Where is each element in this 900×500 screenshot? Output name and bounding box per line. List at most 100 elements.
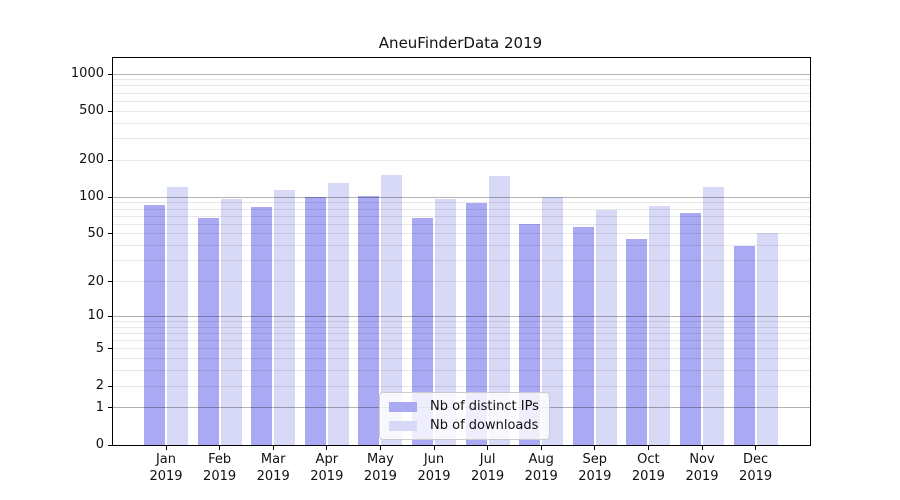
plot-area: 0 1 2 5 10 20 50 100 200 500 1000 Jan 2019 Feb 2019 Mar…	[71, 57, 811, 484]
x-label-year: 2019	[203, 469, 237, 484]
minor-gridline-6	[113, 340, 810, 341]
bar-may-ips	[358, 195, 380, 445]
y-tick-2	[108, 385, 113, 387]
bar-jan-ips	[144, 205, 165, 445]
y-tick-1000	[108, 73, 113, 75]
minor-gridline-80	[113, 208, 810, 210]
x-tick-may	[379, 445, 381, 450]
minor-gridline-90	[113, 202, 810, 204]
minor-gridline-9	[113, 320, 810, 322]
minor-gridline-300	[113, 138, 810, 140]
x-label-year: 2019	[417, 469, 451, 484]
legend-swatch-ips	[389, 401, 417, 412]
minor-gridline-50	[113, 233, 810, 235]
y-tick-500	[108, 110, 113, 112]
x-label-year: 2019	[524, 469, 558, 484]
x-label-year: 2019	[149, 469, 183, 484]
major-gridline-10	[113, 315, 810, 317]
minor-gridline-40	[113, 245, 810, 247]
bar-sep-ips	[572, 226, 594, 445]
bar-jun-downloads	[435, 198, 456, 445]
x-tick-label-jul: Jul 2019	[456, 451, 520, 485]
x-label-year: 2019	[685, 469, 719, 484]
y-tick-label-200: 200	[79, 152, 104, 168]
x-tick-label-apr: Apr 2019	[295, 451, 359, 485]
x-label-month: Mar	[260, 452, 286, 467]
legend-item-distinct-ips: Nb of distinct IPs	[389, 399, 539, 414]
bar-may-downloads	[381, 174, 403, 445]
major-gridline-100	[113, 196, 810, 198]
x-label-month: Sep	[582, 452, 608, 467]
y-tick-label-500: 500	[79, 103, 104, 119]
bar-mar-ips	[251, 207, 273, 445]
bar-nov-ips	[680, 213, 701, 445]
x-label-month: May	[366, 452, 394, 467]
x-label-year: 2019	[363, 469, 397, 484]
minor-gridline-7	[113, 332, 810, 334]
x-label-month: Jun	[423, 452, 445, 467]
legend: Nb of distinct IPs Nb of downloads	[379, 392, 550, 440]
x-label-year: 2019	[256, 469, 290, 484]
x-label-month: Jul	[479, 452, 496, 467]
y-tick-10	[108, 315, 113, 317]
x-tick-label-feb: Feb 2019	[188, 451, 252, 485]
x-tick-label-dec: Dec 2019	[724, 451, 788, 485]
x-label-month: Aug	[528, 452, 554, 467]
y-tick-label-10: 10	[87, 308, 104, 324]
bar-sep-downloads	[595, 209, 617, 445]
bar-feb-ips	[197, 218, 219, 445]
minor-gridline-2	[113, 385, 810, 387]
legend-item-downloads: Nb of downloads	[389, 418, 539, 433]
y-tick-20	[108, 281, 113, 282]
legend-label-ips: Nb of distinct IPs	[430, 399, 539, 414]
bar-dec-downloads	[756, 232, 778, 445]
gridlines-layer	[113, 58, 810, 445]
x-label-month: Dec	[743, 452, 769, 467]
x-tick-aug	[540, 445, 542, 450]
x-label-year: 2019	[631, 469, 665, 484]
y-tick-label-2: 2	[95, 378, 104, 393]
x-tick-label-sep: Sep 2019	[563, 451, 627, 485]
x-tick-nov	[701, 445, 703, 450]
x-label-month: Nov	[689, 452, 715, 467]
minor-gridline-900	[113, 79, 810, 81]
minor-gridline-700	[113, 92, 810, 94]
y-tick-label-50: 50	[87, 225, 104, 241]
minor-gridline-30	[113, 260, 810, 262]
bar-feb-downloads	[220, 198, 242, 445]
x-tick-label-may: May 2019	[348, 451, 412, 485]
bar-jul-ips	[465, 202, 487, 445]
minor-gridline-800	[113, 85, 810, 87]
x-tick-dec	[755, 445, 757, 450]
legend-label-downloads: Nb of downloads	[430, 418, 539, 433]
x-label-month: Apr	[315, 452, 339, 467]
x-tick-oct	[647, 445, 649, 450]
bar-oct-ips	[626, 239, 648, 445]
minor-gridline-400	[113, 122, 810, 124]
y-tick-50	[108, 233, 113, 235]
minor-gridline-4	[113, 358, 810, 360]
legend-swatch-downloads	[389, 420, 417, 431]
x-tick-label-nov: Nov 2019	[670, 451, 734, 485]
y-tick-200	[108, 159, 113, 161]
bar-nov-downloads	[703, 187, 724, 445]
minor-gridline-5	[113, 348, 810, 350]
x-tick-feb	[219, 445, 221, 450]
minor-gridline-3	[113, 370, 810, 372]
x-tick-apr	[326, 445, 328, 450]
y-tick-label-0: 0	[95, 437, 104, 452]
y-tick-label-5: 5	[95, 340, 104, 356]
x-label-year: 2019	[471, 469, 505, 484]
x-label-month: Jan	[155, 452, 177, 467]
y-tick-100	[108, 196, 113, 198]
y-tick-0	[108, 444, 113, 446]
bar-aug-downloads	[542, 197, 564, 445]
x-tick-jul	[487, 445, 489, 450]
minor-gridline-70	[113, 215, 810, 217]
x-label-month: Oct	[637, 452, 660, 467]
minor-gridline-500	[113, 110, 810, 112]
bars-layer	[113, 58, 810, 445]
x-tick-label-jan: Jan 2019	[134, 451, 198, 485]
x-tick-label-oct: Oct 2019	[616, 451, 680, 485]
x-label-year: 2019	[578, 469, 612, 484]
